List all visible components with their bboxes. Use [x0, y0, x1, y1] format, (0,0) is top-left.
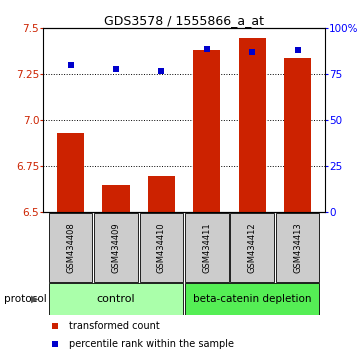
Point — [52, 323, 57, 329]
Text: ▶: ▶ — [31, 294, 38, 304]
Bar — [49, 283, 183, 315]
Bar — [193, 50, 221, 212]
Text: GSM434413: GSM434413 — [293, 222, 302, 273]
Text: GSM434412: GSM434412 — [248, 222, 257, 273]
Point — [295, 47, 301, 53]
Point — [68, 62, 73, 68]
Bar — [276, 213, 319, 282]
Text: GSM434409: GSM434409 — [112, 222, 121, 273]
Text: control: control — [97, 294, 135, 304]
Bar — [284, 58, 311, 212]
Bar — [148, 176, 175, 212]
Point — [204, 46, 210, 51]
Text: percentile rank within the sample: percentile rank within the sample — [69, 339, 234, 349]
Bar — [185, 213, 229, 282]
Text: transformed count: transformed count — [69, 321, 160, 331]
Text: GSM434410: GSM434410 — [157, 222, 166, 273]
Point — [158, 68, 164, 74]
Text: beta-catenin depletion: beta-catenin depletion — [193, 294, 312, 304]
Bar — [103, 185, 130, 212]
Bar — [239, 38, 266, 212]
Point — [249, 50, 255, 55]
Text: protocol: protocol — [4, 294, 46, 304]
Bar — [57, 133, 84, 212]
Bar — [94, 213, 138, 282]
Bar — [49, 213, 92, 282]
Bar — [185, 283, 319, 315]
Text: GSM434408: GSM434408 — [66, 222, 75, 273]
Bar — [230, 213, 274, 282]
Text: GSM434411: GSM434411 — [202, 222, 211, 273]
Point — [52, 341, 57, 347]
Bar — [140, 213, 183, 282]
Point — [113, 66, 119, 72]
Title: GDS3578 / 1555866_a_at: GDS3578 / 1555866_a_at — [104, 14, 264, 27]
